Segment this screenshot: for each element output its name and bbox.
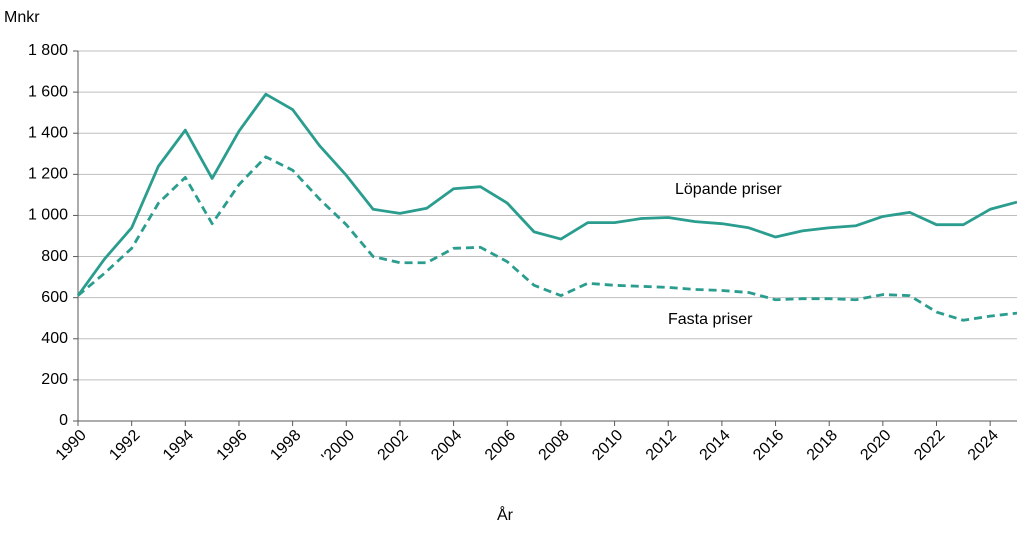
x-tick-label: 2014 (697, 427, 734, 464)
line-series (76, 92, 1017, 297)
x-tick-label: 2008 (536, 427, 573, 464)
x-tick-label: 2024 (965, 427, 1002, 464)
y-tick-label: 200 (41, 371, 68, 388)
x-tick-label: 2022 (911, 427, 948, 464)
x-tick-label: 2006 (482, 427, 519, 464)
x-tick-label: 2004 (428, 427, 465, 464)
x-tick-label: 2020 (857, 427, 894, 464)
x-tick-label: 2002 (375, 427, 412, 464)
x-tick-label: 2018 (804, 427, 841, 464)
x-tick-label: '2000 (319, 427, 358, 466)
y-tick-label: 800 (41, 248, 68, 265)
y-tick-label: 600 (41, 289, 68, 306)
y-tick-label: 1 600 (28, 83, 68, 100)
x-tick-label: 1990 (53, 427, 90, 464)
y-tick-label: 400 (41, 330, 68, 347)
series-label: Fasta priser (668, 311, 753, 328)
x-tick-label: 2012 (643, 427, 680, 464)
y-tick-label: 1 800 (28, 42, 68, 59)
series-label: Löpande priser (675, 181, 782, 198)
y-axis-label: Mnkr (4, 9, 40, 26)
y-tick-label: 1 000 (28, 207, 68, 224)
x-tick-label: 2010 (589, 427, 626, 464)
x-tick-label: 1996 (214, 427, 251, 464)
y-tick-label: 1 200 (28, 166, 68, 183)
y-tick-label: 1 400 (28, 124, 68, 141)
x-tick-label: 1998 (267, 427, 304, 464)
x-axis-label: År (497, 505, 514, 524)
line-series (77, 155, 1017, 322)
x-tick-label: 2016 (750, 427, 787, 464)
y-tick-label: 0 (59, 412, 68, 429)
x-tick-label: 1992 (106, 427, 143, 464)
x-tick-label: 1994 (160, 427, 197, 464)
